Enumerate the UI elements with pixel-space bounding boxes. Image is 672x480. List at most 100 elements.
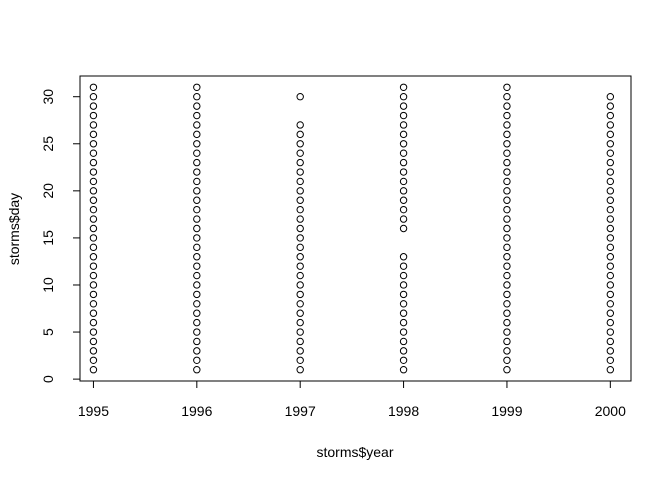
data-point	[193, 318, 201, 327]
data-point	[193, 281, 201, 289]
data-point	[296, 356, 304, 364]
data-point	[399, 140, 408, 148]
data-point	[193, 300, 201, 308]
data-point	[89, 130, 98, 139]
y-tick-label: 0	[40, 375, 56, 383]
data-point	[399, 328, 408, 336]
data-point	[399, 149, 408, 157]
data-point	[399, 224, 408, 233]
data-point	[399, 271, 408, 280]
data-point	[296, 271, 304, 280]
data-point	[89, 290, 98, 299]
data-point	[399, 281, 408, 289]
data-point	[399, 83, 408, 91]
data-point	[193, 205, 201, 214]
data-point	[503, 215, 511, 223]
data-point	[503, 83, 511, 91]
data-point	[193, 347, 201, 355]
y-tick-label: 25	[40, 136, 56, 152]
y-tick-label: 30	[40, 89, 56, 105]
x-tick-label: 1996	[181, 403, 212, 419]
data-point	[89, 300, 98, 308]
data-point	[503, 196, 511, 204]
x-axis-label: storms$year	[316, 444, 393, 460]
data-point	[296, 224, 304, 233]
data-point	[193, 111, 201, 120]
data-point	[89, 337, 98, 346]
x-tick-label: 2000	[595, 403, 626, 419]
data-point	[193, 177, 201, 186]
data-point	[606, 205, 615, 214]
data-point	[89, 309, 98, 317]
data-point	[503, 337, 511, 346]
data-point	[503, 243, 511, 252]
data-point	[296, 328, 304, 336]
data-point	[606, 196, 615, 204]
data-point	[89, 224, 98, 233]
data-point	[503, 111, 511, 120]
x-axis: 1995 1996 1997 1998 1999 2000	[78, 380, 626, 419]
data-point	[193, 196, 201, 204]
data-point	[89, 196, 98, 204]
y-tick-label: 15	[40, 230, 56, 246]
data-point	[399, 187, 408, 195]
data-point	[296, 243, 304, 252]
data-point	[399, 205, 408, 214]
data-point	[193, 290, 201, 299]
data-point	[503, 318, 511, 327]
data-point	[503, 168, 511, 176]
data-point	[503, 158, 511, 167]
data-point	[399, 158, 408, 167]
data-point	[296, 205, 304, 214]
data-point	[503, 328, 511, 336]
y-tick-label: 10	[40, 277, 56, 293]
data-point	[89, 281, 98, 289]
data-point	[606, 121, 615, 129]
data-point	[296, 300, 304, 308]
data-point	[399, 318, 408, 327]
data-point	[89, 262, 98, 270]
data-point	[296, 347, 304, 355]
data-point	[89, 140, 98, 148]
data-point	[503, 366, 511, 374]
data-point	[606, 290, 615, 299]
data-point	[399, 168, 408, 176]
data-point	[89, 205, 98, 214]
data-point	[606, 318, 615, 327]
data-point	[503, 262, 511, 270]
data-point	[89, 149, 98, 157]
data-point	[606, 347, 615, 355]
data-point	[503, 300, 511, 308]
data-point	[606, 111, 615, 120]
data-point	[503, 224, 511, 233]
plot-box	[79, 75, 632, 382]
data-point	[296, 253, 304, 261]
data-point	[296, 130, 304, 139]
data-point	[296, 215, 304, 223]
data-point	[193, 253, 201, 261]
data-point	[606, 262, 615, 270]
data-point	[193, 102, 201, 110]
data-point	[193, 121, 201, 129]
data-point	[89, 93, 98, 101]
data-point	[193, 337, 201, 346]
data-point	[296, 234, 304, 242]
x-tick-label: 1995	[78, 403, 109, 419]
data-point	[606, 158, 615, 167]
data-point	[193, 309, 201, 317]
data-point	[89, 83, 98, 91]
data-point	[503, 309, 511, 317]
data-point	[296, 318, 304, 327]
data-point	[296, 187, 304, 195]
data-point	[89, 177, 98, 186]
data-point	[89, 121, 98, 129]
data-point	[89, 366, 98, 374]
data-point	[193, 83, 201, 91]
y-axis: 0 5 10 15 20 25 30	[40, 89, 81, 383]
data-point	[89, 253, 98, 261]
data-point	[89, 158, 98, 167]
data-point	[296, 177, 304, 186]
data-point	[503, 140, 511, 148]
data-point	[193, 158, 201, 167]
